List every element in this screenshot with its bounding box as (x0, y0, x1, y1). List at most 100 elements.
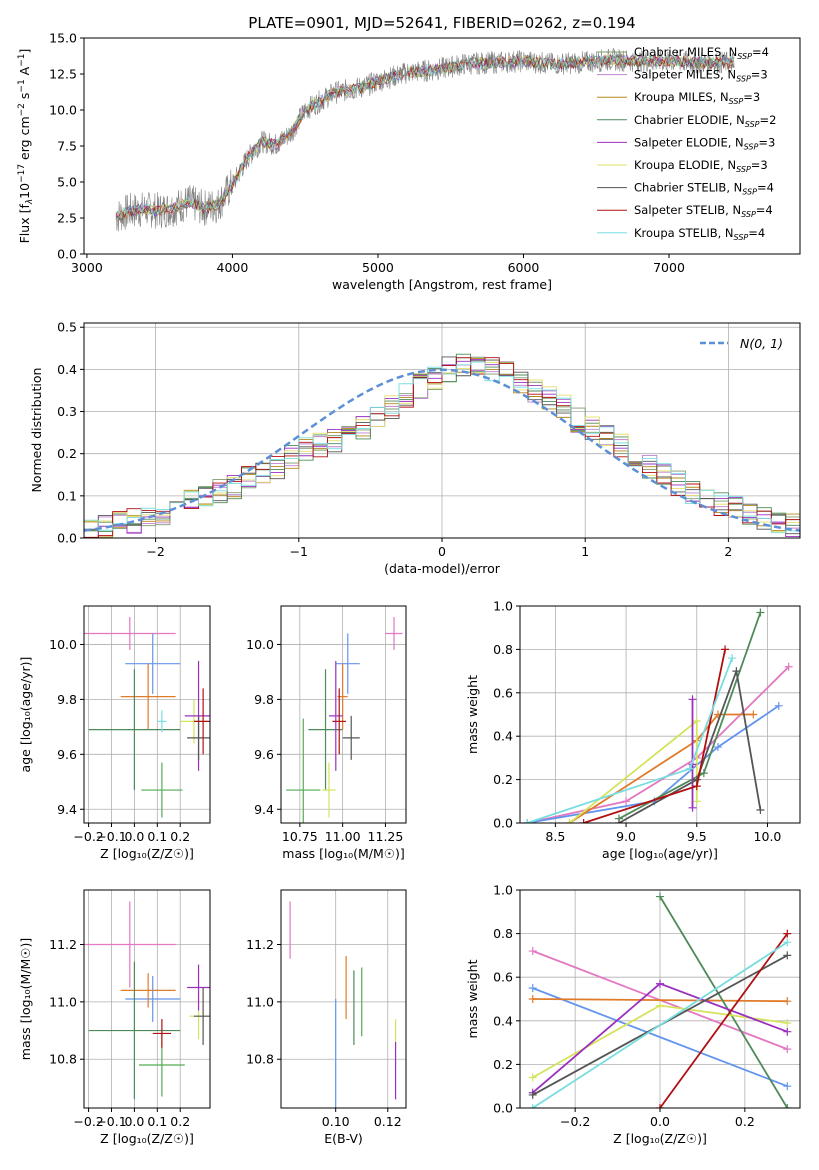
mass-weight-line (618, 667, 762, 823)
y-tick-label: 0.6 (493, 970, 513, 985)
x-axis-label: E(B-V) (324, 1131, 363, 1146)
legend-label: Chabrier MILES, NSSP=4 (634, 45, 769, 61)
x-tick-label: 5000 (362, 260, 394, 275)
y-axis-label: Normed distribution (29, 368, 44, 493)
model-fit-line (115, 53, 735, 218)
x-tick-label: 0.0 (124, 1114, 144, 1129)
y-tick-label: 0.8 (493, 926, 513, 941)
x-tick-label: 1 (581, 544, 589, 559)
x-tick-label: −0.1 (96, 1114, 126, 1129)
y-tick-label: 1.0 (493, 599, 513, 614)
y-tick-label: 9.6 (57, 747, 77, 762)
mass-weight-point (528, 1073, 537, 1082)
mass-weight-point (528, 984, 537, 993)
y-tick-label: 0.2 (493, 1057, 513, 1072)
x-axis-label: wavelength [Angstrom, rest frame] (332, 277, 552, 292)
y-tick-label: 0.6 (493, 685, 513, 700)
x-tick-label: 0.2 (170, 1114, 190, 1129)
x-tick-label: −2 (146, 544, 164, 559)
mass-weight-point (614, 819, 623, 823)
y-axis-label: age [log₁₀(age/yr)] (18, 657, 33, 773)
panel-residual-hist: N(0, 1) Normed distribution −2 −1 0 1 2 0.0 0.1 0… (29, 320, 801, 576)
x-tick-label: 11.25 (368, 829, 404, 844)
mass-weight-point (749, 710, 758, 719)
x-tick-label: 0.2 (735, 1114, 755, 1129)
mass-weight-line (659, 896, 789, 1108)
mass-weight-point (783, 1104, 792, 1108)
y-tick-label: 0.0 (493, 1101, 513, 1116)
x-tick-label: 9.5 (687, 829, 707, 844)
mass-weight-point (692, 797, 701, 806)
y-tick-label: 0.8 (493, 642, 513, 657)
mass-weight-point (692, 782, 701, 791)
y-tick-label: 1.0 (493, 883, 513, 898)
y-tick-label: 11.2 (49, 937, 77, 952)
figure-title: PLATE=0901, MJD=52641, FIBERID=0262, z=0… (248, 14, 635, 32)
legend-label: N(0, 1) (740, 336, 783, 351)
x-tick-label: 4000 (217, 260, 249, 275)
mass-weight-point (713, 743, 722, 752)
plot-area (84, 901, 210, 1100)
y-tick-label: 0.2 (57, 446, 77, 461)
mass-weight-point (528, 947, 537, 956)
legend-label: Chabrier ELODIE, NSSP=2 (634, 113, 776, 129)
plot-area (528, 892, 792, 1108)
model-fit-line (115, 54, 735, 221)
y-tick-label: 5.0 (57, 175, 77, 190)
y-axis-label: mass weight (465, 675, 480, 754)
panel-age-vs-Z: age [log₁₀(age/yr)] −0.2−0.10.0 0.1 0.2 9.4 9… (18, 605, 211, 861)
y-axis-label: mass [log₁₀(M/M☉)] (18, 938, 33, 1060)
mass-weight-point (656, 892, 664, 901)
x-tick-label: 11.00 (325, 829, 361, 844)
plot-area (289, 901, 397, 1108)
x-tick-label: −1 (290, 544, 308, 559)
y-tick-label: 11.0 (246, 994, 274, 1009)
x-tick-label: 7000 (653, 260, 685, 275)
model-fit-line (115, 53, 735, 220)
plot-area (523, 608, 793, 823)
x-tick-label: −0.1 (96, 829, 126, 844)
mass-weight-point (688, 695, 697, 704)
y-tick-label: 9.4 (254, 802, 274, 817)
mass-weight-line (532, 998, 788, 1003)
axes-frame (83, 605, 211, 824)
y-tick-label: 11.2 (246, 937, 274, 952)
x-tick-label: 3000 (71, 260, 103, 275)
x-axis-label: Z [log₁₀(Z/Z☉)] (613, 1131, 707, 1146)
mass-weight-point (528, 1104, 537, 1108)
x-tick-label: 0.0 (124, 829, 144, 844)
x-axis-label: age [log₁₀(age/yr)] (602, 846, 718, 861)
y-axis-label: mass weight (465, 959, 480, 1038)
y-tick-label: 2.5 (57, 211, 77, 226)
y-tick-label: 15.0 (49, 31, 77, 46)
mass-weight-point (756, 608, 765, 617)
mass-weight-point (783, 1082, 792, 1091)
panel-massweight-vs-Z: mass weight −0.2 0.0 0.2 0.0 0.2 0.4 0.6 0.8 1.0 Z… (465, 883, 801, 1146)
legend-label: Salpeter STELIB, NSSP=4 (634, 203, 773, 219)
x-tick-label: 10.0 (754, 829, 782, 844)
mass-weight-point (783, 938, 792, 947)
model-fit-line (115, 52, 735, 219)
x-tick-label: 0.10 (322, 1114, 350, 1129)
mass-weight-line (532, 941, 788, 1108)
y-tick-label: 9.6 (254, 747, 274, 762)
x-tick-label: 0.1 (147, 829, 167, 844)
mass-weight-point (783, 1045, 792, 1054)
y-tick-label: 0.3 (57, 404, 77, 419)
x-axis-label: mass [log₁₀(M/M☉)] (282, 846, 404, 861)
axes-frame (83, 889, 211, 1109)
y-tick-label: 0.4 (493, 729, 513, 744)
x-tick-label: 8.5 (545, 829, 565, 844)
y-tick-label: 0.4 (57, 362, 77, 377)
spectrum-legend: Chabrier MILES, NSSP=4 Salpeter MILES, NS… (597, 45, 776, 242)
legend-label: Kroupa MILES, NSSP=3 (634, 90, 760, 106)
mass-weight-point (721, 645, 730, 654)
mass-weight-point (783, 997, 792, 1006)
mass-weight-point (528, 995, 537, 1003)
y-tick-label: 10.0 (246, 637, 274, 652)
mass-weight-point (528, 1090, 537, 1099)
mass-weight-point (565, 819, 574, 823)
y-tick-label: 0.1 (57, 488, 77, 503)
legend-label: Chabrier STELIB, NSSP=4 (634, 181, 774, 197)
